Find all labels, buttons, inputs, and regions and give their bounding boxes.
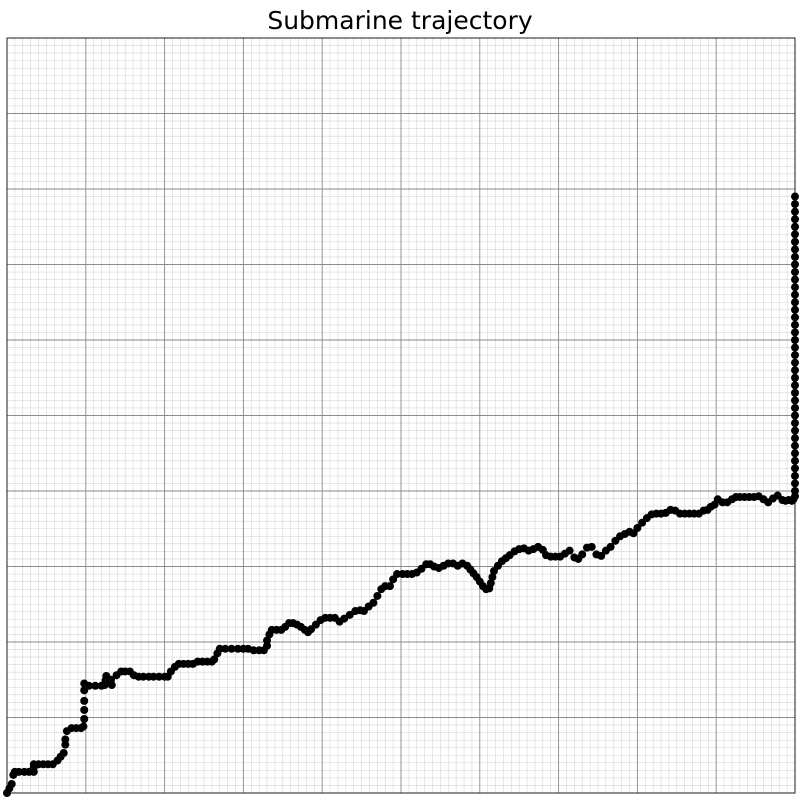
trajectory-points (3, 192, 799, 797)
trajectory-point (59, 748, 68, 757)
trajectory-point (373, 591, 382, 600)
trajectory-point (791, 419, 799, 428)
trajectory-point (791, 471, 799, 480)
trajectory-point (633, 523, 642, 532)
trajectory-point (215, 644, 224, 653)
trajectory-point (791, 411, 799, 420)
trajectory-point (791, 487, 799, 495)
trajectory-point (791, 449, 799, 458)
trajectory-point (233, 644, 242, 653)
trajectory-point (791, 298, 799, 307)
trajectory-point (791, 237, 799, 246)
trajectory-point (791, 207, 799, 216)
trajectory-point (791, 290, 799, 299)
trajectory-point (369, 598, 378, 607)
trajectory-point (791, 260, 799, 269)
trajectory-point (210, 655, 219, 664)
trajectory-point (79, 722, 88, 731)
trajectory-point (393, 570, 402, 579)
trajectory-point (80, 696, 89, 705)
trajectory-point (791, 336, 799, 344)
trajectory-point (263, 636, 272, 645)
trajectory-point (84, 681, 93, 690)
trajectory-point (80, 705, 89, 714)
trajectory-point (488, 573, 497, 582)
trajectory-point (578, 550, 587, 559)
trajectory-point (791, 283, 799, 292)
trajectory-point (791, 222, 799, 231)
trajectory-point (791, 381, 799, 390)
trajectory-point (249, 646, 258, 655)
trajectory-point (791, 275, 799, 284)
trajectory-point (791, 320, 799, 329)
trajectory-point (791, 396, 799, 405)
trajectory-point (7, 779, 16, 788)
trajectory-point (791, 215, 799, 224)
trajectory-point (791, 192, 799, 201)
chart-title: Submarine trajectory (267, 6, 533, 35)
trajectory-point (486, 579, 495, 588)
trajectory-point (791, 343, 799, 352)
trajectory-point (791, 426, 799, 435)
trajectory-point (791, 441, 799, 450)
trajectory-point (791, 456, 799, 465)
trajectory-point (221, 644, 230, 653)
trajectory-point (791, 245, 799, 254)
trajectory-point (791, 230, 799, 239)
trajectory-point (791, 358, 799, 367)
trajectory-point (80, 715, 89, 724)
trajectory-point (791, 328, 799, 337)
trajectory-point (14, 767, 23, 776)
trajectory-point (791, 351, 799, 360)
trajectory-point (227, 644, 236, 653)
trajectory-point (791, 479, 799, 488)
trajectory-point (565, 546, 574, 555)
trajectory-point (791, 366, 799, 375)
trajectory-point (155, 672, 164, 681)
trajectory-point (597, 551, 606, 560)
trajectory-point (91, 681, 100, 690)
trajectory-point (791, 434, 799, 443)
trajectory-point (139, 672, 148, 681)
trajectory-point (791, 373, 799, 382)
trajectory-point (791, 388, 799, 397)
trajectory-point (791, 268, 799, 277)
trajectory-point (791, 464, 799, 473)
trajectory-point (587, 542, 596, 551)
trajectory-point (791, 252, 799, 261)
trajectory-point (385, 582, 394, 591)
trajectory-point (149, 672, 158, 681)
trajectory-point (606, 542, 615, 551)
trajectory-point (791, 403, 799, 412)
trajectory-point (791, 305, 799, 314)
trajectory-point (791, 313, 799, 322)
trajectory-point (61, 735, 70, 744)
trajectory-point (791, 200, 799, 209)
trajectory-point (107, 681, 116, 690)
